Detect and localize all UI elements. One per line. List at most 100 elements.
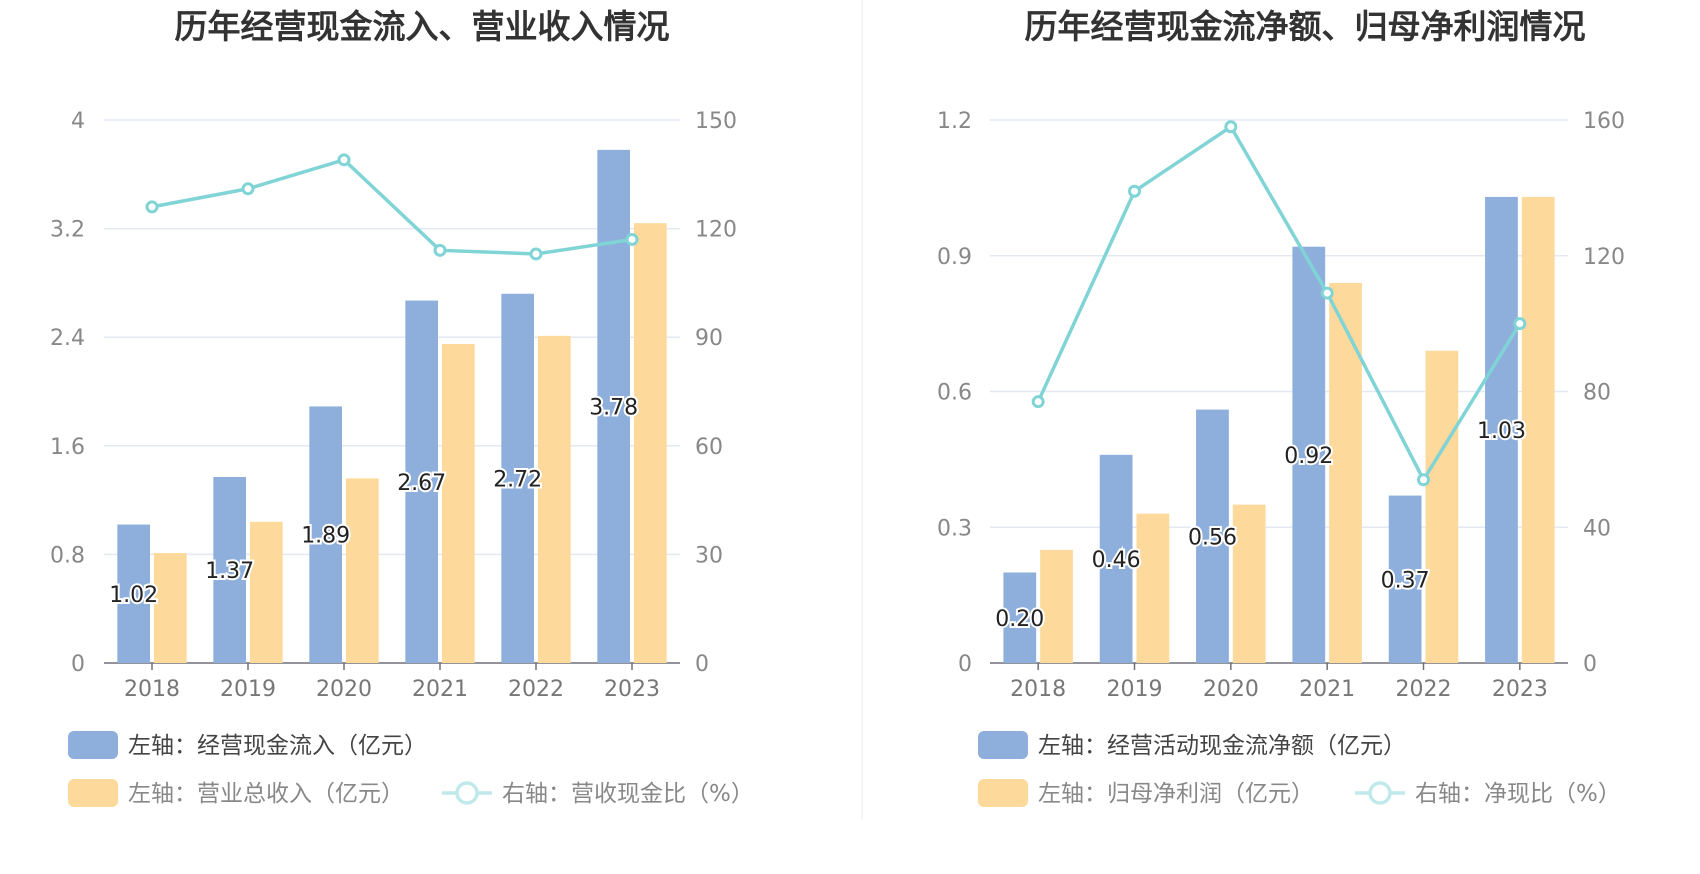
chart2-left-tick-label: 0 xyxy=(958,652,972,677)
chart2-data-label: 0.56 xyxy=(1188,525,1237,550)
chart1-left-tick-label: 0 xyxy=(71,652,85,677)
chart2-legend-line-marker xyxy=(1368,781,1392,805)
chart2-bar-series2 xyxy=(1040,549,1073,663)
chart1-legend-line-marker xyxy=(455,781,479,805)
chart1-data-label: 2.67 xyxy=(397,471,446,496)
chart1-right-tick-label: 90 xyxy=(695,326,723,351)
chart2-legend-label: 右轴：净现比（%） xyxy=(1415,781,1621,807)
chart2-bar-series2 xyxy=(1329,282,1362,663)
chart2-data-label: 0.46 xyxy=(1092,548,1141,573)
chart2-bar-series2 xyxy=(1521,196,1555,664)
chart1-left-tick-label: 0.8 xyxy=(50,543,85,568)
chart1-bar-series2 xyxy=(538,335,571,663)
chart2-data-label: 1.03 xyxy=(1477,419,1526,444)
chart1-bar-series1 xyxy=(405,300,438,663)
chart2-right-tick-label: 0 xyxy=(1583,652,1597,677)
chart2-legend-swatch xyxy=(978,731,1028,759)
chart1-bar-series1 xyxy=(597,149,630,664)
chart1-line-point xyxy=(337,153,351,167)
chart1-legend-label: 左轴：营业总收入（亿元） xyxy=(128,781,404,807)
chart1-x-tick-label: 2018 xyxy=(124,677,180,702)
chart2-bar-series1 xyxy=(1003,572,1037,663)
chart1-bar-series2 xyxy=(442,343,475,663)
chart1-line-point xyxy=(145,200,159,214)
chart2-left-tick-label: 0.9 xyxy=(937,245,972,270)
chart1-left-tick-label: 2.4 xyxy=(50,326,85,351)
chart2-bar-series1 xyxy=(1196,409,1229,663)
chart1-x-tick-label: 2021 xyxy=(412,677,468,702)
chart1-line-point xyxy=(625,232,639,246)
chart2-line-series xyxy=(1036,124,1522,484)
chart2-left-tick-label: 1.2 xyxy=(937,109,972,134)
chart2-legend-label: 左轴：归母净利润（亿元） xyxy=(1038,781,1314,807)
chart1-x-tick-label: 2023 xyxy=(604,677,660,702)
chart2-x-tick-label: 2021 xyxy=(1299,677,1355,702)
chart1-legend-swatch xyxy=(68,779,118,807)
chart2-left-tick-label: 0.6 xyxy=(937,381,972,406)
chart2-right-tick-label: 40 xyxy=(1583,516,1611,541)
chart1-line-series xyxy=(151,157,633,256)
chart1-x-tick-label: 2019 xyxy=(220,677,276,702)
chart2-left-tick-label: 0.3 xyxy=(937,516,972,541)
chart1-x-tick-label: 2022 xyxy=(508,677,564,702)
chart2-x-tick-label: 2022 xyxy=(1396,677,1452,702)
chart1-right-tick-label: 150 xyxy=(695,109,737,134)
chart1-bar-series2 xyxy=(250,521,283,663)
chart1-group: 历年经营现金流入、营业收入情况 0 0.8 1.6 2.4 3.2 4 0 30 60 90 120 1… xyxy=(50,7,754,807)
chart2-legend-label: 左轴：经营活动现金流净额（亿元） xyxy=(1038,733,1406,759)
chart1-data-label: 2.72 xyxy=(493,467,542,492)
chart1-bar-series1 xyxy=(309,406,342,663)
chart1-legend-label: 左轴：经营现金流入（亿元） xyxy=(128,733,427,759)
chart2-right-tick-label: 160 xyxy=(1583,109,1625,134)
chart2-line-point xyxy=(1031,395,1045,409)
chart1-data-label: 1.02 xyxy=(109,583,158,608)
chart2-line-point xyxy=(1513,317,1527,331)
chart1-x-tick-label: 2020 xyxy=(316,677,372,702)
chart1-left-tick-label: 3.2 xyxy=(50,218,85,243)
chart1-bar-series1 xyxy=(213,477,246,663)
chart2-line-point xyxy=(1128,184,1141,198)
chart1-legend-label: 右轴：营收现金比（%） xyxy=(502,781,754,807)
chart1-bar-series2 xyxy=(154,553,187,663)
chart1-legend-swatch xyxy=(68,731,118,759)
chart1-data-label: 1.37 xyxy=(205,559,254,584)
chart2-x-tick-label: 2019 xyxy=(1107,677,1163,702)
chart1-line-point xyxy=(433,243,447,257)
chart2-group: 历年经营现金流净额、归母净利润情况 0 0.3 0.6 0.9 1.2 0 40 80 120 16… xyxy=(937,7,1625,807)
chart2-data-label: 0.20 xyxy=(995,607,1044,632)
chart2-bar-series2 xyxy=(1232,504,1266,663)
chart2-bar-series1 xyxy=(1388,495,1422,663)
chart1-bar-series2 xyxy=(346,478,379,663)
chart1-data-label: 3.78 xyxy=(589,395,638,420)
chart1-line-point xyxy=(529,247,543,261)
chart2-bar-series1 xyxy=(1099,454,1133,663)
chart2-bar-series2 xyxy=(1425,350,1459,663)
chart2-line-point xyxy=(1320,286,1334,300)
chart2-bar-series1 xyxy=(1292,246,1326,663)
chart2-bar-series2 xyxy=(1136,513,1170,663)
chart1-bar-series1 xyxy=(501,293,534,663)
chart1-bar-series1 xyxy=(117,524,150,663)
chart1-right-tick-label: 60 xyxy=(695,435,723,460)
chart1-left-tick-label: 4 xyxy=(71,109,85,134)
chart2-x-tick-label: 2020 xyxy=(1203,677,1259,702)
chart2-x-tick-label: 2018 xyxy=(1010,677,1066,702)
chart1-right-tick-label: 0 xyxy=(695,652,709,677)
chart2-right-tick-label: 120 xyxy=(1583,245,1625,270)
chart1-title: 历年经营现金流入、营业收入情况 xyxy=(175,7,670,46)
chart2-x-tick-label: 2023 xyxy=(1492,677,1548,702)
chart2-data-label: 0.92 xyxy=(1284,444,1333,469)
chart1-right-tick-label: 30 xyxy=(695,543,723,568)
chart2-bar-series1 xyxy=(1485,196,1518,664)
chart1-right-tick-label: 120 xyxy=(695,218,737,243)
chart1-left-tick-label: 1.6 xyxy=(50,435,85,460)
chart2-title: 历年经营现金流净额、归母净利润情况 xyxy=(1025,7,1586,46)
chart2-right-tick-label: 80 xyxy=(1583,381,1611,406)
chart2-line-point xyxy=(1224,120,1238,134)
chart1-line-point xyxy=(241,182,255,196)
chart2-data-label: 0.37 xyxy=(1381,568,1430,593)
chart1-bar-series2 xyxy=(634,223,667,664)
chart2-line-point xyxy=(1417,473,1430,487)
